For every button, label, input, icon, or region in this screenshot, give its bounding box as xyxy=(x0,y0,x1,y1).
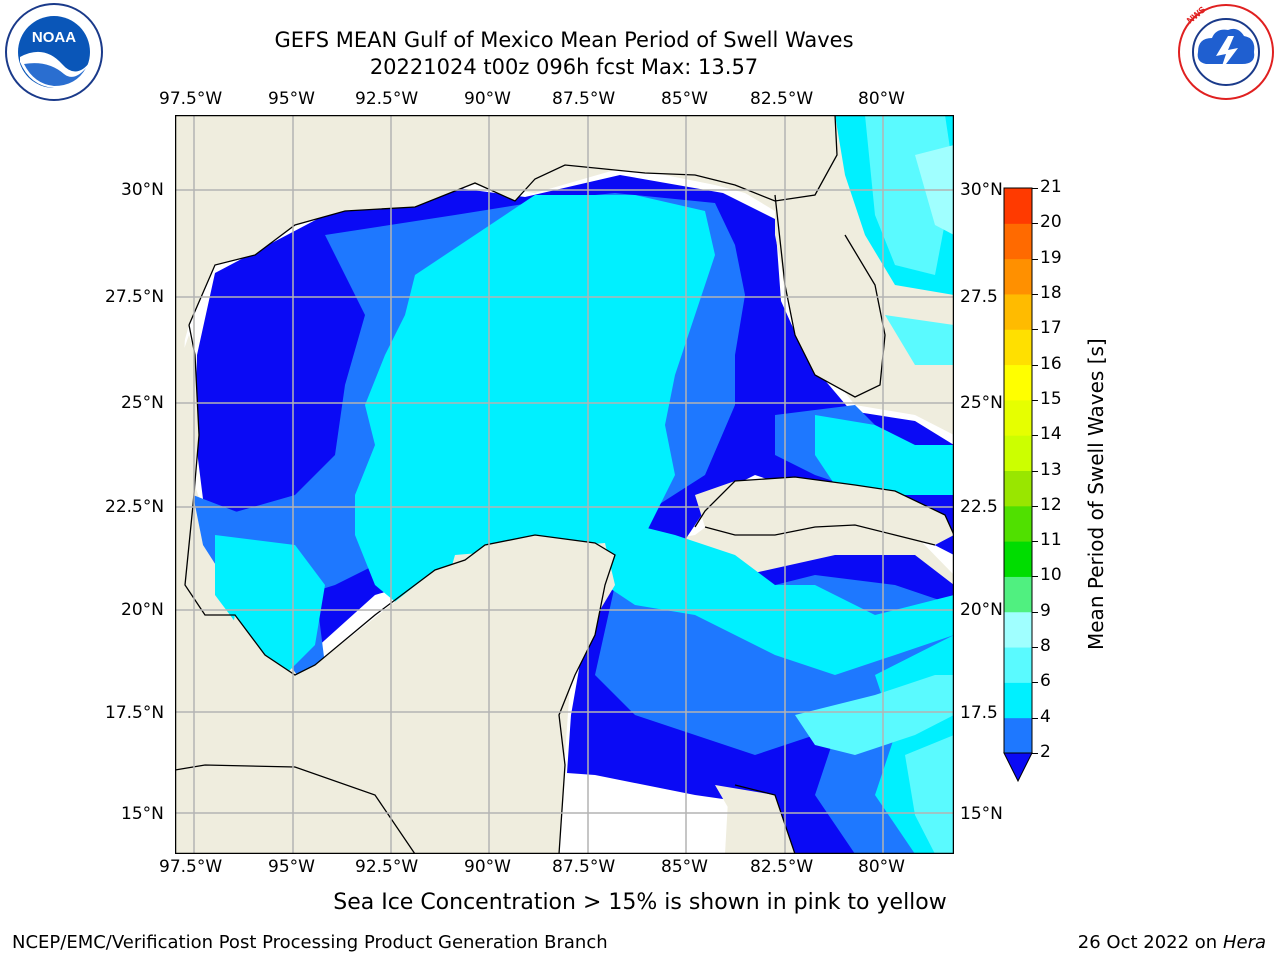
colorbar-tick-mark xyxy=(1032,258,1038,260)
colorbar-segment xyxy=(1004,576,1032,613)
lon-label-top: 92.5°W xyxy=(355,89,419,109)
colorbar-segment xyxy=(1004,223,1032,260)
footer-branch: NCEP/EMC/Verification Post Processing Pr… xyxy=(12,932,608,953)
lon-label-bottom: 92.5°W xyxy=(355,857,419,877)
colorbar-segment xyxy=(1004,682,1032,719)
colorbar-tick-mark xyxy=(1032,682,1038,684)
colorbar-tick-mark xyxy=(1032,223,1038,225)
footer-date: 26 Oct 2022 on Hera xyxy=(1078,932,1266,953)
map-title: GEFS MEAN Gulf of Mexico Mean Period of … xyxy=(274,28,854,52)
colorbar-tick-mark xyxy=(1032,611,1038,613)
lat-label-left: 20°N xyxy=(121,600,164,620)
lon-label-bottom: 87.5°W xyxy=(552,857,616,877)
colorbar-segment xyxy=(1004,188,1032,224)
lat-label-right: 25°N xyxy=(960,393,1003,413)
colorbar-tick-label: 13 xyxy=(1040,459,1062,480)
gulf-swell-period-map xyxy=(174,114,955,855)
colorbar-tick-mark xyxy=(1032,399,1038,401)
map-subtitle-line: 20221024 t00z 096h fcst Max: 13.57 xyxy=(369,55,759,79)
colorbar-segment xyxy=(1004,293,1032,330)
lat-label-left: 15°N xyxy=(121,804,164,824)
colorbar-segment xyxy=(1004,329,1032,366)
colorbar-tick-label: 15 xyxy=(1040,388,1062,409)
colorbar-tick-mark xyxy=(1032,293,1038,295)
colorbar-extend-triangle xyxy=(1003,752,1033,783)
colorbar-segment xyxy=(1004,505,1032,542)
colorbar-tick-mark xyxy=(1032,576,1038,578)
colorbar-segment xyxy=(1004,399,1032,436)
noaa-logo: NOAA xyxy=(4,2,104,102)
lon-label-top: 97.5°W xyxy=(159,89,223,109)
lon-label-bottom: 85°W xyxy=(661,857,708,877)
colorbar-segment xyxy=(1004,717,1032,754)
colorbar-tick-label: 9 xyxy=(1040,600,1051,621)
footer-date-text: 26 Oct 2022 on xyxy=(1077,932,1223,953)
lon-label-bottom: 97.5°W xyxy=(159,857,223,877)
graticule xyxy=(175,115,954,854)
colorbar-segment xyxy=(1004,541,1032,577)
colorbar-tick-label: 18 xyxy=(1040,282,1062,303)
lat-label-right: 17.5 xyxy=(960,703,998,723)
colorbar-tick-mark xyxy=(1032,188,1038,189)
lon-label-bottom: 90°W xyxy=(464,857,511,877)
lat-label-left: 22.5°N xyxy=(105,497,165,517)
colorbar-segment xyxy=(1004,470,1032,507)
colorbar-tick-label: 17 xyxy=(1040,318,1062,339)
lon-label-top: 80°W xyxy=(858,89,905,109)
lat-label-left: 30°N xyxy=(121,180,164,200)
colorbar-tick-mark xyxy=(1032,717,1038,719)
colorbar xyxy=(1000,186,1038,786)
colorbar-segment xyxy=(1004,435,1032,471)
colorbar-canvas xyxy=(1003,187,1033,783)
footer-host: Hera xyxy=(1222,932,1266,953)
colorbar-segment xyxy=(1004,364,1032,401)
lat-label-right: 15°N xyxy=(960,804,1003,824)
lat-label-right: 22.5 xyxy=(960,497,998,517)
lat-label-right: 27.5 xyxy=(960,287,998,307)
colorbar-tick-mark xyxy=(1032,505,1038,507)
svg-text:NOAA: NOAA xyxy=(32,29,76,46)
colorbar-tick-mark xyxy=(1032,470,1038,472)
colorbar-segment xyxy=(1004,258,1032,295)
lon-label-top: 90°W xyxy=(464,89,511,109)
colorbar-label: Mean Period of Swell Waves [s] xyxy=(1084,338,1108,650)
lon-label-top: 85°W xyxy=(661,89,708,109)
colorbar-tick-label: 19 xyxy=(1040,247,1062,268)
colorbar-tick-label: 16 xyxy=(1040,353,1062,374)
colorbar-tick-label: 11 xyxy=(1040,530,1062,551)
lon-label-top: 95°W xyxy=(268,89,315,109)
colorbar-tick-mark xyxy=(1032,435,1038,437)
colorbar-tick-label: 20 xyxy=(1040,212,1062,233)
colorbar-segment xyxy=(1004,611,1032,648)
colorbar-tick-mark xyxy=(1032,329,1038,331)
lat-label-left: 25°N xyxy=(121,393,164,413)
lon-label-bottom: 82.5°W xyxy=(750,857,814,877)
sea-ice-note: Sea Ice Concentration > 15% is shown in … xyxy=(333,890,947,915)
colorbar-tick-label: 6 xyxy=(1040,671,1051,692)
map-canvas xyxy=(174,114,955,855)
colorbar-ticks: 2 4 6 8 9 10 11 12 13 14 15 16 17 18 19 20 21 xyxy=(1032,177,1080,786)
colorbar-tick-label: 21 xyxy=(1040,177,1062,197)
lon-label-top: 87.5°W xyxy=(552,89,616,109)
lat-label-right: 20°N xyxy=(960,600,1003,620)
colorbar-tick-mark xyxy=(1032,753,1038,754)
colorbar-tick-label: 12 xyxy=(1040,494,1062,515)
lon-label-bottom: 80°W xyxy=(858,857,905,877)
lat-label-right: 30°N xyxy=(960,180,1003,200)
colorbar-segment xyxy=(1004,647,1032,683)
nws-logo: NWS xyxy=(1176,2,1276,102)
colorbar-tick-label: 14 xyxy=(1040,424,1062,445)
lat-label-left: 17.5°N xyxy=(105,703,165,723)
colorbar-tick-label: 8 xyxy=(1040,636,1051,657)
colorbar-tick-mark xyxy=(1032,541,1038,543)
colorbar-tick-mark xyxy=(1032,364,1038,366)
lon-label-bottom: 95°W xyxy=(268,857,315,877)
colorbar-tick-mark xyxy=(1032,647,1038,649)
lon-label-top: 82.5°W xyxy=(750,89,814,109)
colorbar-tick-label: 2 xyxy=(1040,742,1051,762)
colorbar-tick-label: 4 xyxy=(1040,706,1051,727)
colorbar-tick-label: 10 xyxy=(1040,565,1062,586)
lat-label-left: 27.5°N xyxy=(105,287,165,307)
